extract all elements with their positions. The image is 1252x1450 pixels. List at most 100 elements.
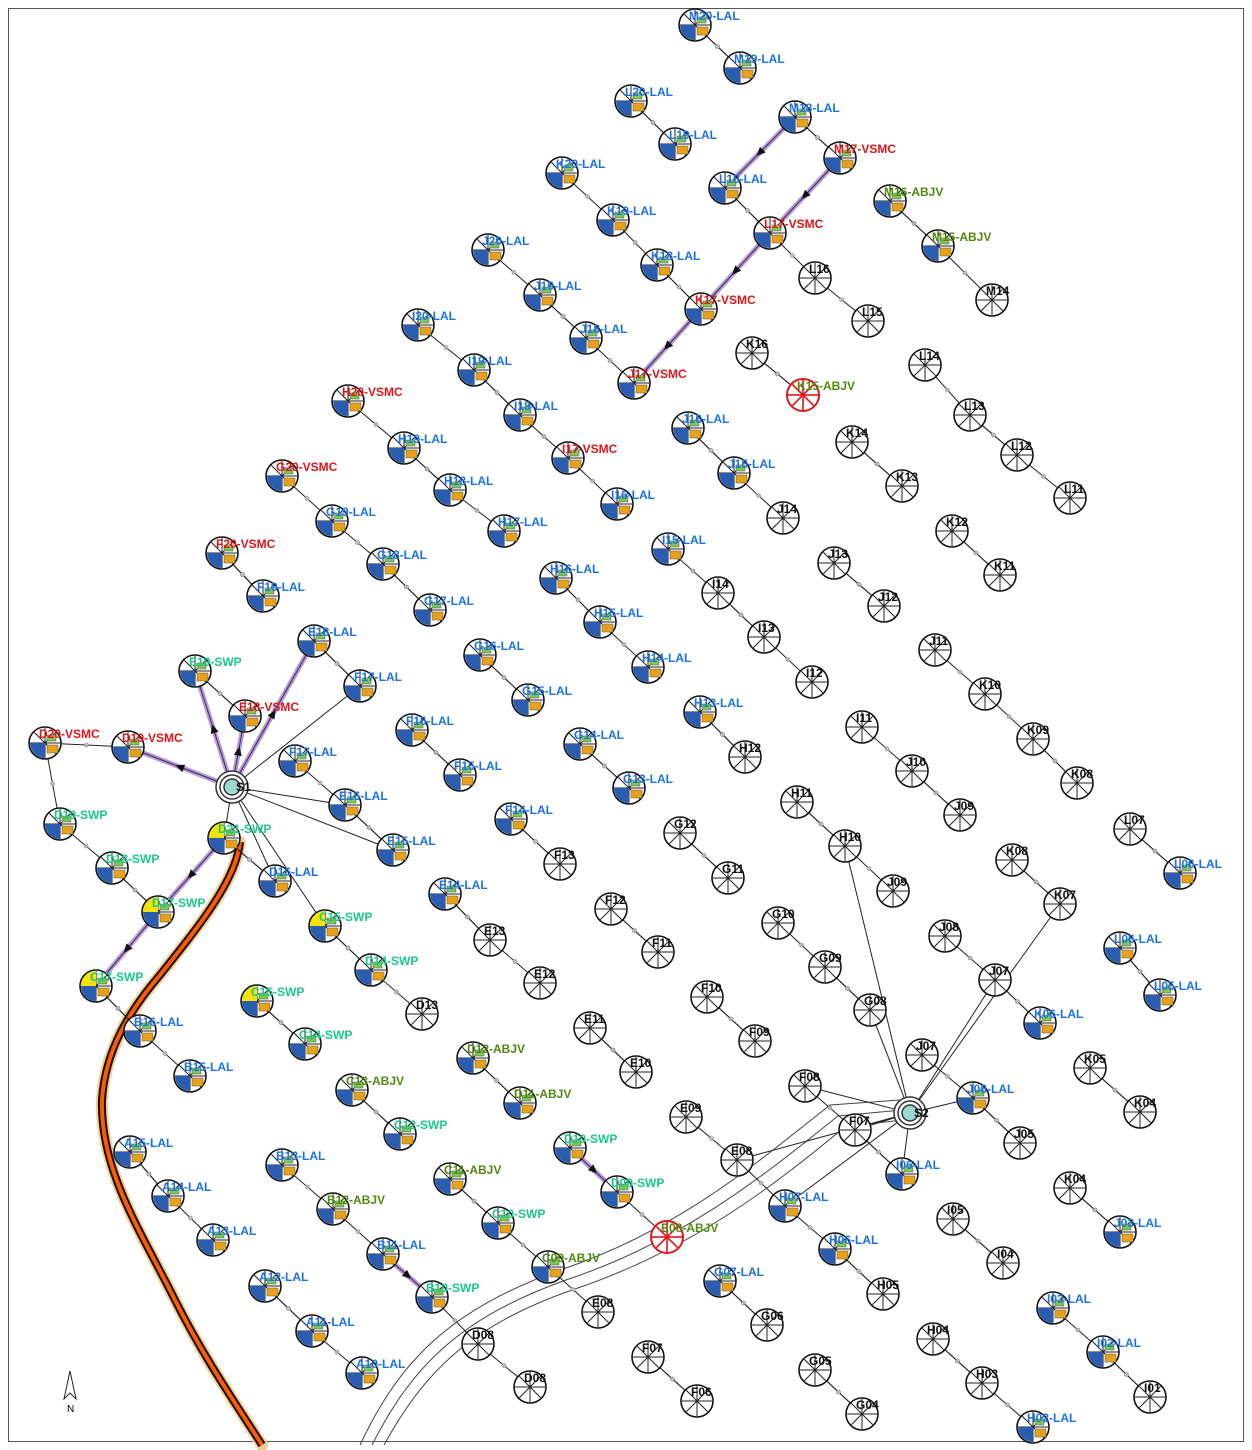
well-node[interactable]: L11 [1053,481,1087,515]
well-node[interactable]: H03 [965,1366,999,1400]
well-node[interactable]: J09 [876,874,910,908]
well-node[interactable]: E10 [619,1055,653,1089]
well-node[interactable]: D21-SWP [207,821,271,855]
well-node[interactable]: C15-SWP [308,909,372,943]
well-node[interactable]: L12 [1000,438,1034,472]
well-node[interactable]: E15-LAL [376,833,436,867]
well-node[interactable]: E13 [473,923,507,957]
well-node[interactable]: C12-SWP [383,1117,447,1151]
well-node[interactable]: L20-LAL [614,84,673,118]
well-node[interactable]: I19-LAL [457,353,512,387]
well-node[interactable]: E12 [523,966,557,1000]
well-node[interactable]: D08 [513,1370,547,1404]
well-node[interactable]: I20-LAL [401,308,456,342]
well-node[interactable]: J15-LAL [717,456,775,490]
well-node[interactable]: L16 [798,261,832,295]
well-node[interactable]: G08 [853,993,887,1027]
well-node[interactable]: H07-LAL [768,1189,828,1223]
well-node[interactable]: B12-ABJV [316,1192,385,1226]
well-node[interactable]: E08 [720,1143,754,1177]
well-node[interactable]: E11 [573,1011,607,1045]
well-node[interactable]: I14 [701,576,735,610]
well-node[interactable]: H02-LAL [1016,1410,1076,1444]
well-node[interactable]: G11 [711,861,745,895]
well-node[interactable]: J11 [918,633,952,667]
well-node[interactable]: G04 [845,1397,879,1431]
well-node[interactable]: D10-SWP [553,1131,617,1165]
well-node[interactable]: F19-LAL [246,579,305,613]
well-node[interactable]: E08 [581,1295,615,1329]
well-node[interactable]: M17-VSMC [823,141,896,175]
well-node[interactable]: J20-LAL [471,233,529,267]
well-node[interactable]: M15-ABJV [921,229,991,263]
well-node[interactable]: B13-LAL [265,1148,325,1182]
well-node[interactable]: A15-LAL [113,1135,173,1169]
well-node[interactable]: F14-LAL [494,802,553,836]
well-node[interactable]: H11 [780,785,814,819]
well-node[interactable]: F16-LAL [395,713,454,747]
well-node[interactable]: F20-VSMC [205,536,276,570]
well-node[interactable]: H14-LAL [631,650,691,684]
well-node[interactable]: B10-SWP [415,1280,479,1314]
well-node[interactable]: J19-LAL [523,278,581,312]
well-node[interactable]: H20-VSMC [331,384,403,418]
well-node[interactable]: G18-LAL [366,547,427,581]
well-node[interactable]: E14-LAL [428,877,488,911]
well-node[interactable]: M19-LAL [723,51,785,85]
well-node[interactable]: K08 [995,843,1029,877]
well-node[interactable]: J07 [978,963,1012,997]
well-node[interactable]: I12 [795,665,829,699]
well-node[interactable]: C11-ABJV [433,1162,501,1196]
well-node[interactable]: I04 [986,1246,1020,1280]
well-node[interactable]: H12 [728,740,762,774]
well-node[interactable]: A11-LAL [295,1314,355,1348]
well-node[interactable]: L07 [1113,812,1147,846]
well-node[interactable]: H13-LAL [683,695,743,729]
well-node[interactable]: L14 [908,348,942,382]
pump-station-hub[interactable]: S1 [215,770,251,804]
well-node[interactable]: J10 [895,754,929,788]
well-node[interactable]: J05 [1003,1126,1037,1160]
well-node[interactable]: I06-LAL [885,1157,940,1191]
well-node[interactable]: J03-LAL [1103,1215,1161,1249]
well-node[interactable]: F06 [680,1384,714,1418]
well-node[interactable]: E16-LAL [328,788,388,822]
well-node[interactable]: K05 [1073,1051,1107,1085]
well-node[interactable]: L06-LAL [1163,856,1222,890]
well-node[interactable]: I03-LAL [1036,1291,1091,1325]
well-node[interactable]: E08-ABJV [650,1220,718,1254]
well-node[interactable]: B11-LAL [366,1237,426,1271]
well-node[interactable]: M18-LAL [778,100,840,134]
well-node[interactable]: K12 [935,514,969,548]
well-node[interactable]: L18-LAL [708,171,767,205]
well-node[interactable]: I16-LAL [600,487,655,521]
well-node[interactable]: D17-SWP [141,895,205,929]
well-node[interactable]: I13 [747,620,781,654]
well-node[interactable]: G06 [750,1308,784,1342]
well-node[interactable]: E19-SWP [178,654,242,688]
well-node[interactable]: J07 [905,1038,939,1072]
well-node[interactable]: G14-LAL [563,727,624,761]
well-node[interactable]: K09 [1016,722,1050,756]
well-node[interactable]: I18-LAL [503,398,558,432]
well-node[interactable]: G16-LAL [463,638,524,672]
well-node[interactable]: F08 [788,1069,822,1103]
well-node[interactable]: M20-LAL [678,8,740,42]
well-node[interactable]: H15-LAL [583,605,643,639]
well-node[interactable]: F17-LAL [278,744,337,778]
well-node[interactable]: L17-VSMC [753,216,824,250]
well-node[interactable]: I02-LAL [1086,1335,1141,1369]
well-node[interactable]: A14-LAL [151,1179,211,1213]
well-node[interactable]: F12 [594,892,628,926]
well-node[interactable]: C09-ABJV [531,1250,600,1284]
well-node[interactable]: D19-VSMC [111,730,183,764]
well-node[interactable]: G20-VSMC [265,459,338,493]
well-node[interactable]: D14-SWP [354,953,418,987]
well-node[interactable]: C13-ABJV [335,1073,404,1107]
well-node[interactable]: K20-LAL [545,156,605,190]
well-node[interactable]: C10-SWP [481,1206,545,1240]
well-node[interactable]: D13 [405,997,439,1031]
well-node[interactable]: M16-ABJV [873,184,943,218]
pump-station-hub[interactable]: S2 [893,1096,929,1130]
well-node[interactable]: K07 [1043,887,1077,921]
